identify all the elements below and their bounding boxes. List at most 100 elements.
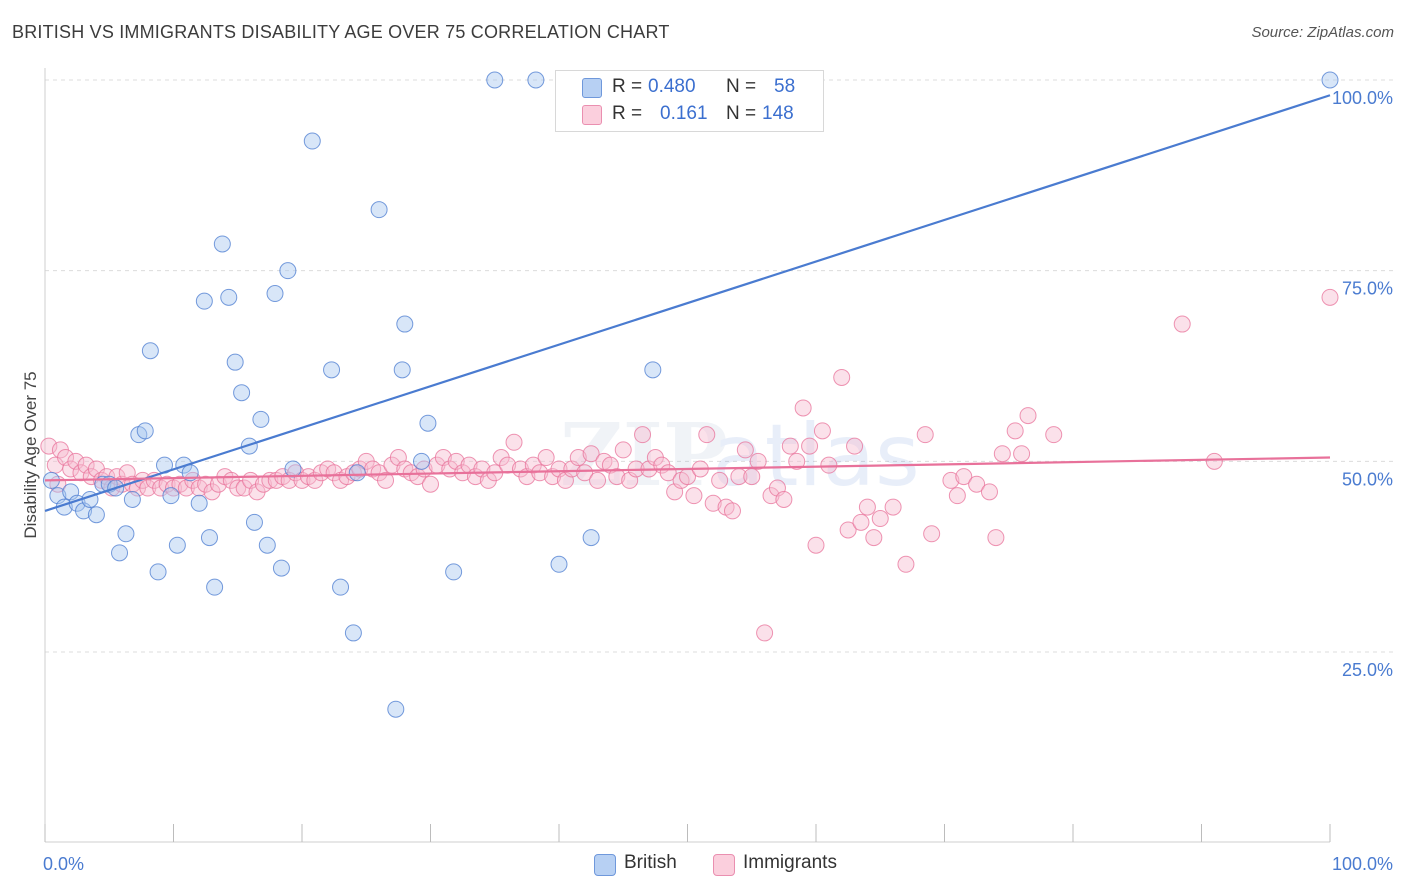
immigrants-point (1173, 315, 1191, 333)
immigrants-point (858, 498, 876, 516)
immigrants-point (897, 555, 915, 573)
british-point (348, 464, 366, 482)
axes (44, 68, 1331, 843)
british-point (190, 494, 208, 512)
immigrants-point (1205, 452, 1223, 470)
immigrants-point (923, 525, 941, 543)
british-points (42, 71, 1339, 718)
correlation-legend: R = 0.480 N = 58 R = 0.161 N = 148 (555, 70, 824, 132)
immigrants-point (704, 494, 722, 512)
immigrants-point (980, 483, 998, 501)
british-point (284, 460, 302, 478)
tick-labels: 25.0% 50.0% 75.0% 100.0% 0.0% 100.0% (43, 88, 1393, 874)
immigrants-point (865, 529, 883, 547)
british-point (123, 490, 141, 508)
immigrants-point (1321, 288, 1339, 306)
legend-r-value-british: 0.480 (648, 76, 696, 97)
legend-n-label: N = (726, 76, 757, 97)
british-point (240, 437, 258, 455)
legend-r-label: R = (612, 103, 643, 124)
british-point (162, 487, 180, 505)
british-point (149, 563, 167, 581)
immigrants-point (788, 452, 806, 470)
british-point (644, 361, 662, 379)
immigrants-point (505, 433, 523, 451)
immigrants-point (1019, 407, 1037, 425)
british-point (141, 342, 159, 360)
legend-swatch-british (582, 78, 602, 98)
immigrants-point (589, 471, 607, 489)
british-point (323, 361, 341, 379)
immigrants-point (377, 471, 395, 489)
immigrants-point (852, 513, 870, 531)
immigrants-point (807, 536, 825, 554)
immigrants-point (756, 624, 774, 642)
immigrants-point (1045, 426, 1063, 444)
immigrants-point (839, 521, 857, 539)
immigrants-point (916, 426, 934, 444)
british-point (393, 361, 411, 379)
immigrants-point (948, 487, 966, 505)
british-point (245, 513, 263, 531)
british-trend-line (44, 94, 1331, 512)
bottom-legend-label-immigrants: Immigrants (743, 852, 837, 873)
immigrants-point (993, 445, 1011, 463)
legend-n-value-british: 58 (774, 76, 796, 97)
y-axis-title: Disability Age Over 75 (21, 371, 40, 538)
watermark-zip: ZIP (560, 405, 728, 506)
immigrants-point (576, 464, 594, 482)
immigrants-point (801, 437, 819, 455)
y-tick-label: 75.0% (1342, 279, 1393, 299)
british-point (226, 353, 244, 371)
immigrants-point (614, 441, 632, 459)
y-tick-label: 100.0% (1332, 88, 1393, 108)
immigrants-point (987, 529, 1005, 547)
british-point (200, 529, 218, 547)
british-point (87, 506, 105, 524)
british-point (279, 262, 297, 280)
british-point (303, 132, 321, 150)
gridlines (45, 79, 1395, 653)
chart-source: Source: ZipAtlas.com (1251, 24, 1394, 41)
immigrants-point (711, 471, 729, 489)
immigrants-point (749, 452, 767, 470)
british-point (396, 315, 414, 333)
british-point (258, 536, 276, 554)
legend-n-label: N = (726, 103, 757, 124)
british-point (527, 71, 545, 89)
immigrants-point (833, 368, 851, 386)
immigrants-point (1013, 445, 1031, 463)
british-point (370, 201, 388, 219)
immigrants-point (884, 498, 902, 516)
british-point (206, 578, 224, 596)
watermark: ZIP atlas (560, 405, 920, 506)
british-point (252, 410, 270, 428)
immigrants-point (968, 475, 986, 493)
immigrants-point (569, 449, 587, 467)
immigrants-point (846, 437, 864, 455)
immigrants-point (634, 426, 652, 444)
immigrants-point (582, 445, 600, 463)
british-point (220, 288, 238, 306)
british-point (266, 285, 284, 303)
british-point (1321, 71, 1339, 89)
immigrants-point (229, 479, 247, 497)
british-point (168, 536, 186, 554)
british-point (550, 555, 568, 573)
immigrants-point (781, 437, 799, 455)
legend-r-value-immigrants: 0.161 (660, 103, 708, 124)
x-tick-label: 0.0% (43, 854, 84, 874)
british-point (117, 525, 135, 543)
british-point (486, 71, 504, 89)
british-point (582, 529, 600, 547)
immigrants-point (1006, 422, 1024, 440)
british-point (419, 414, 437, 432)
legend-n-value-immigrants: 148 (762, 103, 794, 124)
british-point (387, 700, 405, 718)
immigrants-point (422, 475, 439, 493)
immigrants-point (813, 422, 831, 440)
y-tick-label: 50.0% (1342, 469, 1393, 489)
legend-swatch-immigrants (582, 105, 602, 125)
immigrants-point (608, 468, 626, 486)
